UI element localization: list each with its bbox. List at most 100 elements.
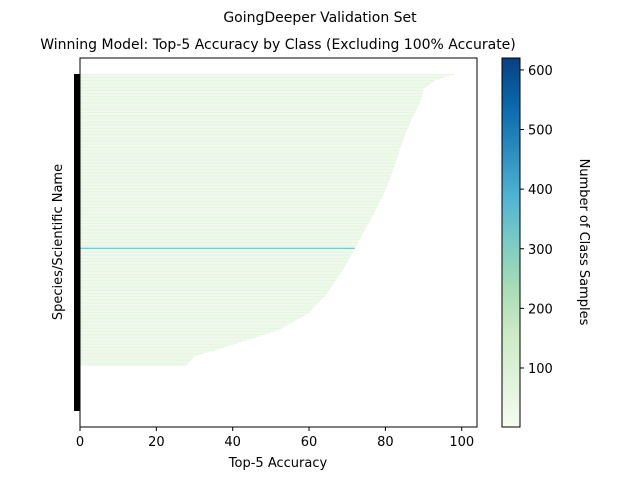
bar <box>80 325 287 327</box>
bar <box>80 316 302 318</box>
chart-title: GoingDeeper Validation Set <box>223 10 417 26</box>
bar <box>80 128 408 130</box>
bar <box>80 147 401 149</box>
bar <box>80 139 404 141</box>
bar <box>80 161 396 163</box>
bar <box>80 203 379 206</box>
bar <box>80 307 314 309</box>
bar <box>80 256 351 258</box>
bar <box>80 164 395 166</box>
bar <box>80 129 408 131</box>
bar <box>80 101 421 103</box>
bar <box>80 208 377 210</box>
bar <box>80 81 434 83</box>
category-tick-band <box>74 74 80 411</box>
bar <box>80 100 421 102</box>
bar <box>80 323 290 325</box>
bar <box>80 88 424 90</box>
bar <box>80 260 348 262</box>
y-axis-label: Species/Scientific Name <box>51 164 66 320</box>
bar <box>80 205 378 207</box>
bar <box>80 240 359 242</box>
bar <box>80 284 334 286</box>
bar <box>80 222 369 225</box>
bar <box>80 130 407 133</box>
bar <box>80 114 414 116</box>
bar <box>80 298 322 300</box>
bar <box>80 329 279 331</box>
bar <box>80 104 419 106</box>
bar <box>80 320 295 322</box>
bar <box>80 74 455 76</box>
bar <box>80 259 349 261</box>
bar <box>80 291 329 293</box>
bar <box>80 148 401 150</box>
bar <box>80 142 403 144</box>
bar <box>80 91 423 93</box>
bar <box>80 328 282 330</box>
bar <box>80 293 328 295</box>
bar <box>80 304 317 306</box>
bar <box>80 330 275 333</box>
bar <box>80 133 406 135</box>
bar <box>80 98 421 100</box>
bar <box>80 279 337 281</box>
bar <box>80 145 402 147</box>
colorbar-tick-label: 200 <box>528 302 553 317</box>
colorbar-ticks: 100 200 300 400 500 600 <box>520 64 553 377</box>
bar <box>80 174 392 176</box>
bar <box>80 218 372 220</box>
bar <box>80 336 257 338</box>
bar <box>80 144 402 146</box>
bar <box>80 206 378 208</box>
bar <box>80 125 409 127</box>
bar <box>80 274 340 276</box>
x-tick-label: 0 <box>76 435 84 450</box>
bar <box>80 272 341 274</box>
bar <box>80 110 417 112</box>
bar <box>80 238 360 241</box>
bar <box>80 311 310 314</box>
bar <box>80 268 344 270</box>
bar <box>80 355 195 357</box>
bar <box>80 123 410 125</box>
bar <box>80 187 387 189</box>
bar <box>80 269 343 271</box>
bar <box>80 106 419 108</box>
bar <box>80 221 370 223</box>
colorbar <box>501 57 521 428</box>
bar <box>80 310 311 312</box>
bar <box>80 322 292 324</box>
bar <box>80 338 252 340</box>
x-tick-label: 80 <box>377 435 394 450</box>
bar <box>80 149 400 152</box>
bar <box>80 107 418 109</box>
bar <box>80 122 411 124</box>
bar <box>80 349 214 352</box>
bar <box>80 167 394 169</box>
bar <box>80 135 405 137</box>
bar <box>80 278 337 280</box>
bar <box>80 103 420 105</box>
bar <box>80 287 332 289</box>
bar <box>80 306 315 308</box>
bar <box>80 249 355 251</box>
bar <box>80 281 336 283</box>
bar <box>80 300 321 302</box>
bar <box>80 154 399 156</box>
bar <box>80 90 424 92</box>
bar <box>80 266 345 268</box>
bar <box>80 231 364 233</box>
bar <box>80 319 297 321</box>
bar <box>80 170 393 172</box>
colorbar-tick-label: 100 <box>528 362 553 377</box>
bar <box>80 297 323 299</box>
bar <box>80 87 426 89</box>
bar <box>80 361 190 363</box>
bar <box>80 352 205 354</box>
bar <box>80 95 422 97</box>
bar <box>80 198 382 200</box>
bar <box>80 345 229 347</box>
bar <box>80 214 374 216</box>
